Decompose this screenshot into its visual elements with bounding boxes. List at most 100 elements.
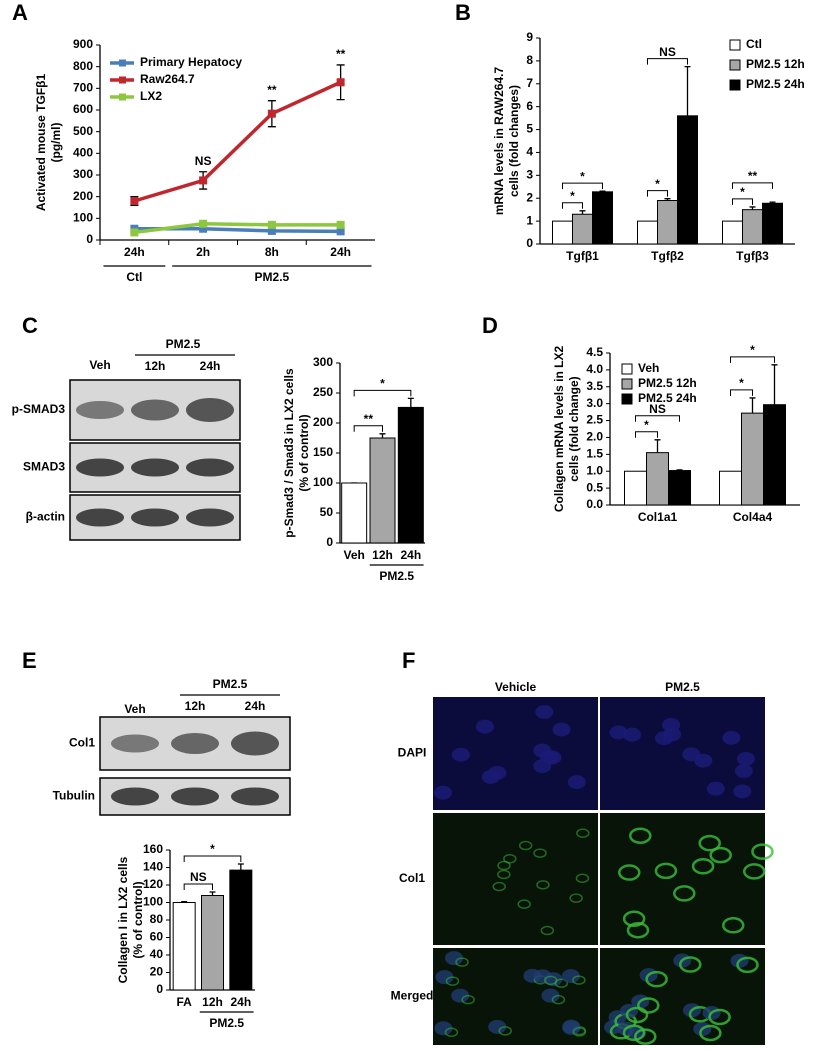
significance-bracket: [353, 425, 383, 432]
nucleus: [435, 970, 454, 985]
image-row-label: DAPI: [398, 746, 427, 760]
legend-swatch: [621, 363, 633, 375]
marker: [336, 227, 345, 236]
nucleus: [445, 951, 464, 966]
y-tick-label: 60: [150, 930, 164, 944]
blot-band: [231, 731, 279, 756]
collagen-stain: [637, 997, 660, 1014]
significance-label: *: [655, 177, 660, 191]
bar: [229, 869, 253, 991]
y-tick-label: 300: [73, 167, 93, 181]
bar: [668, 470, 691, 506]
y-tick-label: 3.0: [586, 396, 603, 410]
marker: [199, 176, 208, 185]
significance-label: *: [210, 842, 215, 856]
annotation: **: [336, 47, 346, 61]
nucleus: [533, 743, 552, 758]
lane-label: 12h: [185, 699, 206, 713]
collagen-stain: [645, 970, 668, 988]
y-tick-label: 900: [73, 37, 93, 51]
blot-band: [171, 787, 219, 806]
y-tick-label: 160: [143, 842, 163, 856]
y-tick-label: 100: [73, 211, 93, 225]
collagen-stain: [461, 994, 475, 1005]
y-tick-label: 2.0: [586, 430, 603, 444]
marker: [130, 228, 139, 237]
y-tick-label: 200: [73, 189, 93, 203]
x-tick-label: Tgfβ3: [736, 249, 769, 263]
group-label: PM2.5: [255, 270, 290, 284]
y-tick-label: 140: [143, 860, 163, 874]
blot-band: [131, 458, 179, 477]
x-tick-label: 8h: [265, 245, 279, 259]
error-bar: [209, 891, 216, 896]
lane-label: 24h: [245, 699, 266, 713]
nucleus: [562, 1020, 581, 1035]
nucleus: [533, 969, 552, 984]
group-label: PM2.5: [379, 569, 414, 583]
significance-bracket: [562, 202, 583, 209]
y-axis-title: Activated mouse TGFβ1: [34, 73, 48, 211]
legend-label: PM2.5 12h: [638, 376, 697, 390]
y-axis-title: cells (fold change): [567, 376, 581, 481]
y-axis-title: (pg/ml): [49, 123, 63, 163]
significance-label: *: [740, 185, 745, 199]
y-tick-label: 100: [313, 475, 333, 489]
bar: [742, 209, 763, 245]
nucleus: [488, 765, 507, 780]
nucleus: [734, 764, 753, 779]
y-axis-title: mRNA levels in RAW264.7: [492, 67, 506, 216]
x-tick-label: Col4a4: [733, 510, 773, 524]
significance-bracket: [183, 883, 213, 890]
blot-band: [76, 508, 124, 527]
panel-label: A: [12, 0, 28, 25]
legend-swatch: [729, 79, 741, 91]
group-label: Ctl: [126, 270, 142, 284]
significance-label: *: [739, 376, 744, 390]
collagen-stain: [699, 1024, 722, 1042]
bar: [741, 412, 764, 506]
group-label: PM2.5: [209, 1016, 244, 1030]
significance-bracket: [353, 389, 412, 397]
legend-label: PM2.5 24h: [746, 77, 805, 91]
blot-band: [131, 508, 179, 527]
legend-marker: [119, 76, 126, 84]
collagen-stain: [497, 869, 511, 880]
significance-label: NS: [659, 45, 676, 59]
collagen-stain: [709, 846, 732, 864]
bar: [369, 437, 396, 544]
y-tick-label: 4.0: [586, 362, 603, 376]
error-bar: [749, 397, 756, 414]
collagen-stain: [518, 840, 533, 851]
y-tick-label: 250: [313, 385, 333, 399]
significance-bracket: [732, 198, 753, 205]
collagen-stain: [576, 828, 590, 838]
y-tick-label: 300: [313, 355, 333, 369]
collagen-stain: [742, 863, 766, 880]
blot-row-label: Tubulin: [53, 789, 95, 803]
bar: [762, 202, 783, 245]
collagen-stain: [498, 1026, 512, 1036]
x-tick-label: FA: [176, 995, 192, 1009]
error-bar: [579, 210, 586, 215]
line: [134, 221, 341, 235]
nucleus: [475, 719, 494, 734]
y-axis-title: Collagen I in LX2 cells: [116, 856, 130, 983]
y-tick-label: 3: [526, 168, 533, 182]
nucleus: [706, 781, 725, 796]
bar: [719, 470, 742, 506]
y-tick-label: 0.5: [586, 480, 603, 494]
collagen-stain: [492, 881, 506, 892]
panel-label: D: [482, 313, 498, 338]
y-axis-title: cells (fold changes): [507, 85, 521, 197]
error-bar: [684, 65, 691, 116]
line: [133, 80, 342, 203]
lane-label: 12h: [145, 359, 166, 373]
collagen-stain: [708, 1008, 731, 1026]
annotation: **: [267, 83, 277, 97]
y-tick-label: 4.5: [586, 345, 603, 359]
legend-marker: [119, 93, 126, 101]
collagen-stain: [533, 848, 547, 858]
collagen-stain: [622, 1024, 646, 1042]
